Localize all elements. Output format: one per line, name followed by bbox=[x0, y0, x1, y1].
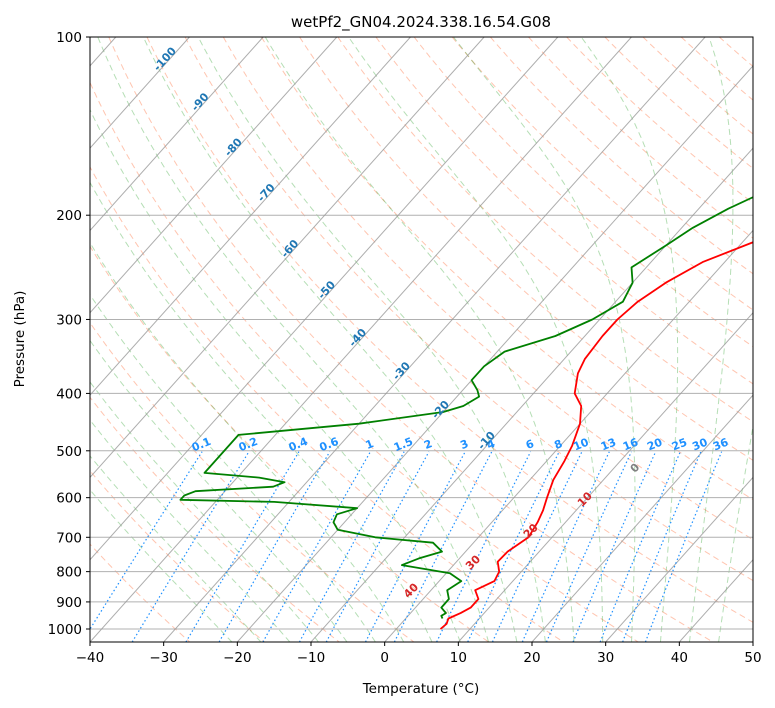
isotherm-line bbox=[90, 37, 632, 642]
mixing-ratio-label: 2 bbox=[422, 437, 434, 452]
mixing-ratio-label: 1 bbox=[364, 437, 376, 452]
dry-adiabat bbox=[184, 37, 753, 582]
y-tick-label: 300 bbox=[56, 312, 82, 328]
moist-adiabat bbox=[90, 419, 291, 642]
x-tick-label: −30 bbox=[149, 650, 178, 666]
isotherm-line bbox=[90, 37, 411, 396]
moist-adiabat bbox=[348, 37, 604, 642]
moist-adiabat bbox=[197, 37, 546, 642]
isotherm-line bbox=[90, 37, 559, 561]
y-tick-label: 600 bbox=[56, 491, 82, 507]
y-tick-label: 100 bbox=[56, 30, 82, 46]
x-tick-label: 0 bbox=[380, 650, 389, 666]
temperature-line bbox=[439, 241, 753, 630]
mixing-ratio-line bbox=[262, 451, 371, 642]
moist-adiabat bbox=[90, 108, 461, 642]
x-tick-label: 30 bbox=[597, 650, 614, 666]
moist-adiabat bbox=[689, 37, 734, 642]
dewpoint-line bbox=[179, 196, 753, 619]
isotherm-line bbox=[163, 37, 706, 642]
moist-adiabat bbox=[580, 37, 679, 642]
mixing-ratio-line bbox=[521, 451, 610, 642]
isotherm-line bbox=[605, 476, 753, 642]
isotherm-line bbox=[90, 37, 190, 149]
mixing-ratio-line bbox=[545, 451, 632, 642]
isotherm-line bbox=[531, 394, 753, 642]
mixing-ratio-line bbox=[572, 451, 657, 642]
mixing-ratio-line bbox=[599, 451, 681, 642]
axis-ticks: −40 −30 −20 −10 0 10 20 30 40 50 100 200 300 400 500 60… bbox=[48, 30, 762, 666]
mixing-ratio-label: 30 bbox=[690, 436, 709, 454]
y-tick-label: 700 bbox=[56, 530, 82, 546]
mixing-ratio-line bbox=[298, 451, 405, 642]
y-tick-label: 800 bbox=[56, 565, 82, 581]
x-tick-label: −20 bbox=[223, 650, 252, 666]
moist-adiabat bbox=[453, 37, 636, 642]
y-tick-label: 500 bbox=[56, 444, 82, 460]
isotherm-line bbox=[90, 37, 264, 232]
y-axis-label: Pressure (hPa) bbox=[12, 291, 28, 388]
moist-adiabat bbox=[142, 37, 518, 642]
mixing-ratio-line bbox=[644, 451, 723, 642]
moist-adiabat bbox=[90, 241, 405, 642]
isotherm-line bbox=[90, 37, 485, 479]
x-tick-label: 20 bbox=[523, 650, 540, 666]
mixing-ratio-label: 36 bbox=[711, 436, 730, 454]
dry-adiabat bbox=[108, 37, 714, 642]
y-tick-label: 1000 bbox=[48, 622, 82, 638]
mixing-ratio-label: 10 bbox=[572, 436, 591, 454]
plot-frame bbox=[89, 36, 754, 643]
isotherm-gridlines bbox=[90, 37, 753, 642]
dry-adiabat bbox=[413, 37, 753, 348]
mixing-ratio-line bbox=[325, 451, 430, 642]
dry-adiabat bbox=[222, 37, 753, 541]
moist-adiabat bbox=[90, 455, 262, 642]
isobar-gridlines bbox=[90, 37, 753, 630]
isotherm-line bbox=[457, 312, 753, 642]
y-tick-label: 200 bbox=[56, 208, 82, 224]
mixing-ratio-label: 13 bbox=[599, 436, 618, 454]
mixing-ratio-line bbox=[131, 451, 250, 642]
mixing-ratio-label: 8 bbox=[552, 437, 564, 452]
dry-adiabat bbox=[528, 37, 753, 239]
moist-adiabat bbox=[90, 293, 376, 642]
moist-adiabats bbox=[90, 37, 753, 642]
x-tick-label: 10 bbox=[450, 650, 467, 666]
y-tick-label: 900 bbox=[56, 595, 82, 611]
mixing-ratio-line bbox=[622, 451, 702, 642]
dry-adiabat bbox=[260, 37, 753, 501]
dry-adiabat bbox=[299, 37, 753, 461]
mixing-ratio-label: 3 bbox=[458, 437, 470, 452]
x-tick-label: 50 bbox=[744, 650, 761, 666]
dry-adiabat bbox=[90, 81, 639, 642]
x-tick-label: −10 bbox=[297, 650, 326, 666]
moist-adiabat bbox=[90, 339, 348, 642]
y-tick-label: 400 bbox=[56, 386, 82, 402]
x-axis-label: Temperature (°C) bbox=[362, 681, 480, 697]
mixing-ratio-line bbox=[393, 451, 493, 642]
x-tick-label: 40 bbox=[671, 650, 688, 666]
mixing-ratio-label: 16 bbox=[621, 436, 640, 454]
chart-title: wetPf2_GN04.2024.338.16.54.G08 bbox=[291, 13, 551, 32]
dry-adiabat bbox=[90, 245, 489, 642]
isotherm-line bbox=[90, 37, 338, 314]
mixing-ratio-label: 20 bbox=[645, 436, 664, 454]
isotherm-line bbox=[384, 229, 753, 642]
isotherm-line bbox=[236, 65, 753, 642]
dry-adiabats bbox=[90, 37, 753, 642]
moist-adiabat bbox=[718, 423, 753, 642]
mixing-ratio-lines bbox=[90, 451, 723, 642]
mixing-ratio-label: 25 bbox=[670, 436, 689, 454]
sounding-series bbox=[179, 196, 753, 630]
moist-adiabat bbox=[90, 381, 319, 642]
moist-adiabat bbox=[264, 37, 575, 642]
isotherm-line bbox=[310, 147, 753, 642]
dry-adiabat bbox=[90, 321, 415, 642]
x-tick-label: −40 bbox=[76, 650, 105, 666]
dry-adiabat bbox=[375, 37, 753, 385]
dry-adiabat bbox=[90, 470, 265, 642]
moist-adiabat bbox=[97, 37, 490, 642]
